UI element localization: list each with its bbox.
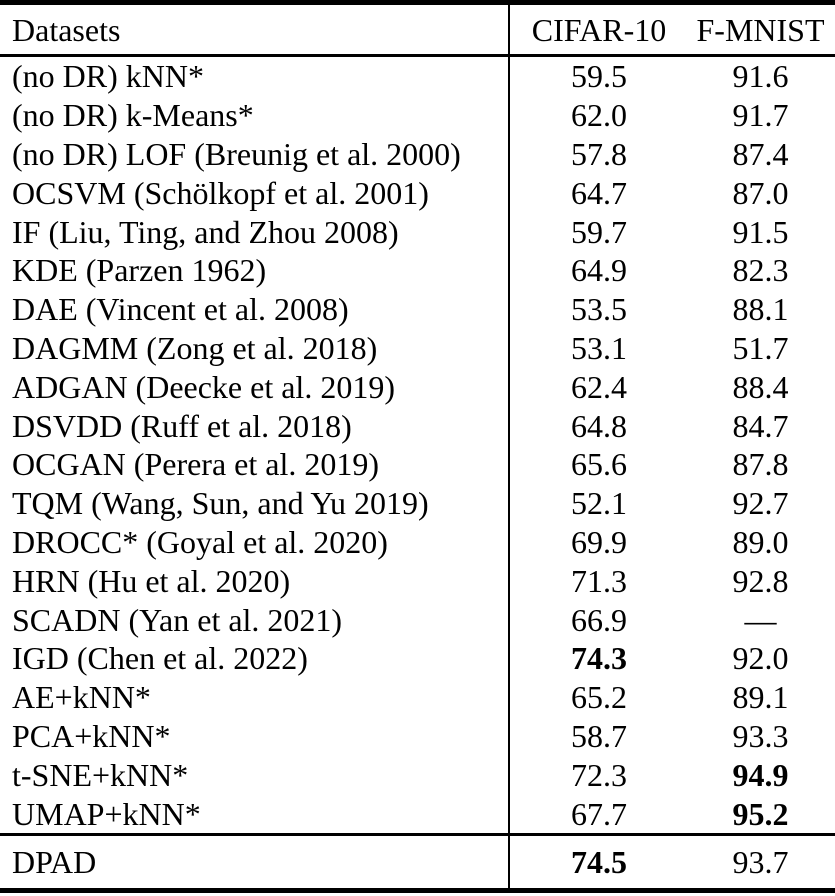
fmnist-value: 51.7	[732, 329, 789, 366]
table-row: (no DR) kNN* 59.5 91.6	[0, 57, 835, 96]
method-name: TQM (Wang, Sun, and Yu 2019)	[12, 485, 429, 522]
method-name: SCADN (Yan et al. 2021)	[12, 601, 343, 638]
bottom-rule	[0, 887, 835, 893]
fmnist-value: 87.8	[732, 446, 789, 483]
table-row: t-SNE+kNN* 72.3 94.9	[0, 755, 835, 795]
header-rule	[0, 54, 835, 57]
method-name: t-SNE+kNN*	[12, 756, 189, 793]
table-row: SCADN (Yan et al. 2021) 66.9 —	[0, 600, 835, 639]
cifar10-value: 53.1	[508, 328, 688, 368]
table-row: IGD (Chen et al. 2022) 74.3 92.0	[0, 638, 835, 678]
fmnist-value: 89.0	[732, 523, 789, 560]
table-row: (no DR) k-Means* 62.0 91.7	[0, 95, 835, 135]
fmnist-value: 87.0	[732, 174, 789, 211]
table-row: KDE (Parzen 1962) 64.9 82.3	[0, 250, 835, 290]
fmnist-value: 91.7	[732, 97, 789, 134]
cifar10-value: 62.4	[508, 367, 688, 407]
table-row: DSVDD (Ruff et al. 2018) 64.8 84.7	[0, 406, 835, 445]
cifar10-value: 53.5	[508, 289, 688, 329]
method-name: OCSVM (Schölkopf et al. 2001)	[12, 174, 429, 211]
fmnist-value: 91.5	[732, 213, 789, 250]
table-row: ADGAN (Deecke et al. 2019) 62.4 88.4	[0, 367, 835, 407]
column-header-datasets: Datasets	[12, 11, 121, 48]
fmnist-value: 93.7	[732, 843, 789, 880]
cifar10-value: 67.7	[508, 794, 688, 833]
method-name: KDE (Parzen 1962)	[12, 252, 267, 289]
table-row: HRN (Hu et al. 2020) 71.3 92.8	[0, 561, 835, 601]
cifar10-value: 64.9	[508, 250, 688, 290]
table-body: (no DR) kNN* 59.5 91.6 (no DR) k-Means* 62.0…	[0, 57, 835, 833]
method-name: UMAP+kNN*	[12, 795, 201, 832]
fmnist-value: 82.3	[732, 252, 789, 289]
method-name: (no DR) k-Means*	[12, 97, 254, 134]
cifar10-value: 74.3	[508, 638, 688, 678]
fmnist-value: 93.3	[732, 717, 789, 754]
cifar10-value: 52.1	[508, 483, 688, 523]
cifar10-value: 64.8	[508, 406, 688, 445]
column-header-fmnist: F-MNIST	[696, 11, 825, 48]
column-header-cifar10: CIFAR-10	[508, 5, 688, 54]
table-row: DAE (Vincent et al. 2008) 53.5 88.1	[0, 289, 835, 329]
method-name: IGD (Chen et al. 2022)	[12, 640, 308, 677]
method-name: AE+kNN*	[12, 679, 151, 716]
top-rule	[0, 0, 835, 5]
cifar10-value: 71.3	[508, 561, 688, 601]
method-name: HRN (Hu et al. 2020)	[12, 562, 291, 599]
cifar10-value: 62.0	[508, 95, 688, 135]
table-row: OCGAN (Perera et al. 2019) 65.6 87.8	[0, 444, 835, 484]
method-name: PCA+kNN*	[12, 717, 171, 754]
cifar10-value: 65.6	[508, 444, 688, 484]
table-row: DROCC* (Goyal et al. 2020) 69.9 89.0	[0, 522, 835, 562]
footer-row-container: DPAD 74.5 93.7	[0, 835, 835, 888]
cifar10-value: 58.7	[508, 716, 688, 756]
table-row: DPAD 74.5 93.7	[0, 835, 835, 888]
cifar10-value: 59.7	[508, 212, 688, 251]
fmnist-value: 95.2	[732, 795, 789, 832]
method-name: DAGMM (Zong et al. 2018)	[12, 329, 378, 366]
table-row: OCSVM (Schölkopf et al. 2001) 64.7 87.0	[0, 173, 835, 213]
fmnist-value: 92.7	[732, 485, 789, 522]
method-name: OCGAN (Perera et al. 2019)	[12, 446, 379, 483]
cifar10-value: 65.2	[508, 677, 688, 717]
method-name: DROCC* (Goyal et al. 2020)	[12, 523, 388, 560]
footer-rule	[0, 832, 835, 836]
method-name: DAE (Vincent et al. 2008)	[12, 291, 349, 328]
table-row: AE+kNN* 65.2 89.1	[0, 677, 835, 717]
table-row: (no DR) LOF (Breunig et al. 2000) 57.8 87.…	[0, 134, 835, 174]
cifar10-value: 74.5	[508, 835, 688, 888]
method-name: ADGAN (Deecke et al. 2019)	[12, 368, 395, 405]
method-name: (no DR) kNN*	[12, 58, 204, 95]
fmnist-value: 91.6	[732, 58, 789, 95]
cifar10-value: 64.7	[508, 173, 688, 213]
method-name: IF (Liu, Ting, and Zhou 2008)	[12, 213, 399, 250]
table-row: TQM (Wang, Sun, and Yu 2019) 52.1 92.7	[0, 483, 835, 523]
fmnist-value: —	[744, 601, 777, 638]
fmnist-value: 89.1	[732, 679, 789, 716]
cifar10-value: 66.9	[508, 600, 688, 639]
cifar10-value: 72.3	[508, 755, 688, 795]
method-name: DPAD	[12, 843, 97, 880]
fmnist-value: 88.4	[732, 368, 789, 405]
cifar10-value: 59.5	[508, 57, 688, 96]
fmnist-value: 84.7	[732, 407, 789, 444]
table-row: IF (Liu, Ting, and Zhou 2008) 59.7 91.5	[0, 212, 835, 251]
fmnist-value: 92.8	[732, 562, 789, 599]
table-row: PCA+kNN* 58.7 93.3	[0, 716, 835, 756]
method-name: (no DR) LOF (Breunig et al. 2000)	[12, 135, 461, 172]
fmnist-value: 94.9	[732, 756, 789, 793]
cifar10-value: 69.9	[508, 522, 688, 562]
header-row: Datasets CIFAR-10 F-MNIST	[0, 5, 835, 54]
cifar10-value: 57.8	[508, 134, 688, 174]
fmnist-value: 88.1	[732, 291, 789, 328]
fmnist-value: 87.4	[732, 135, 789, 172]
table-row: UMAP+kNN* 67.7 95.2	[0, 794, 835, 833]
method-name: DSVDD (Ruff et al. 2018)	[12, 407, 352, 444]
table-row: DAGMM (Zong et al. 2018) 53.1 51.7	[0, 328, 835, 368]
fmnist-value: 92.0	[732, 640, 789, 677]
